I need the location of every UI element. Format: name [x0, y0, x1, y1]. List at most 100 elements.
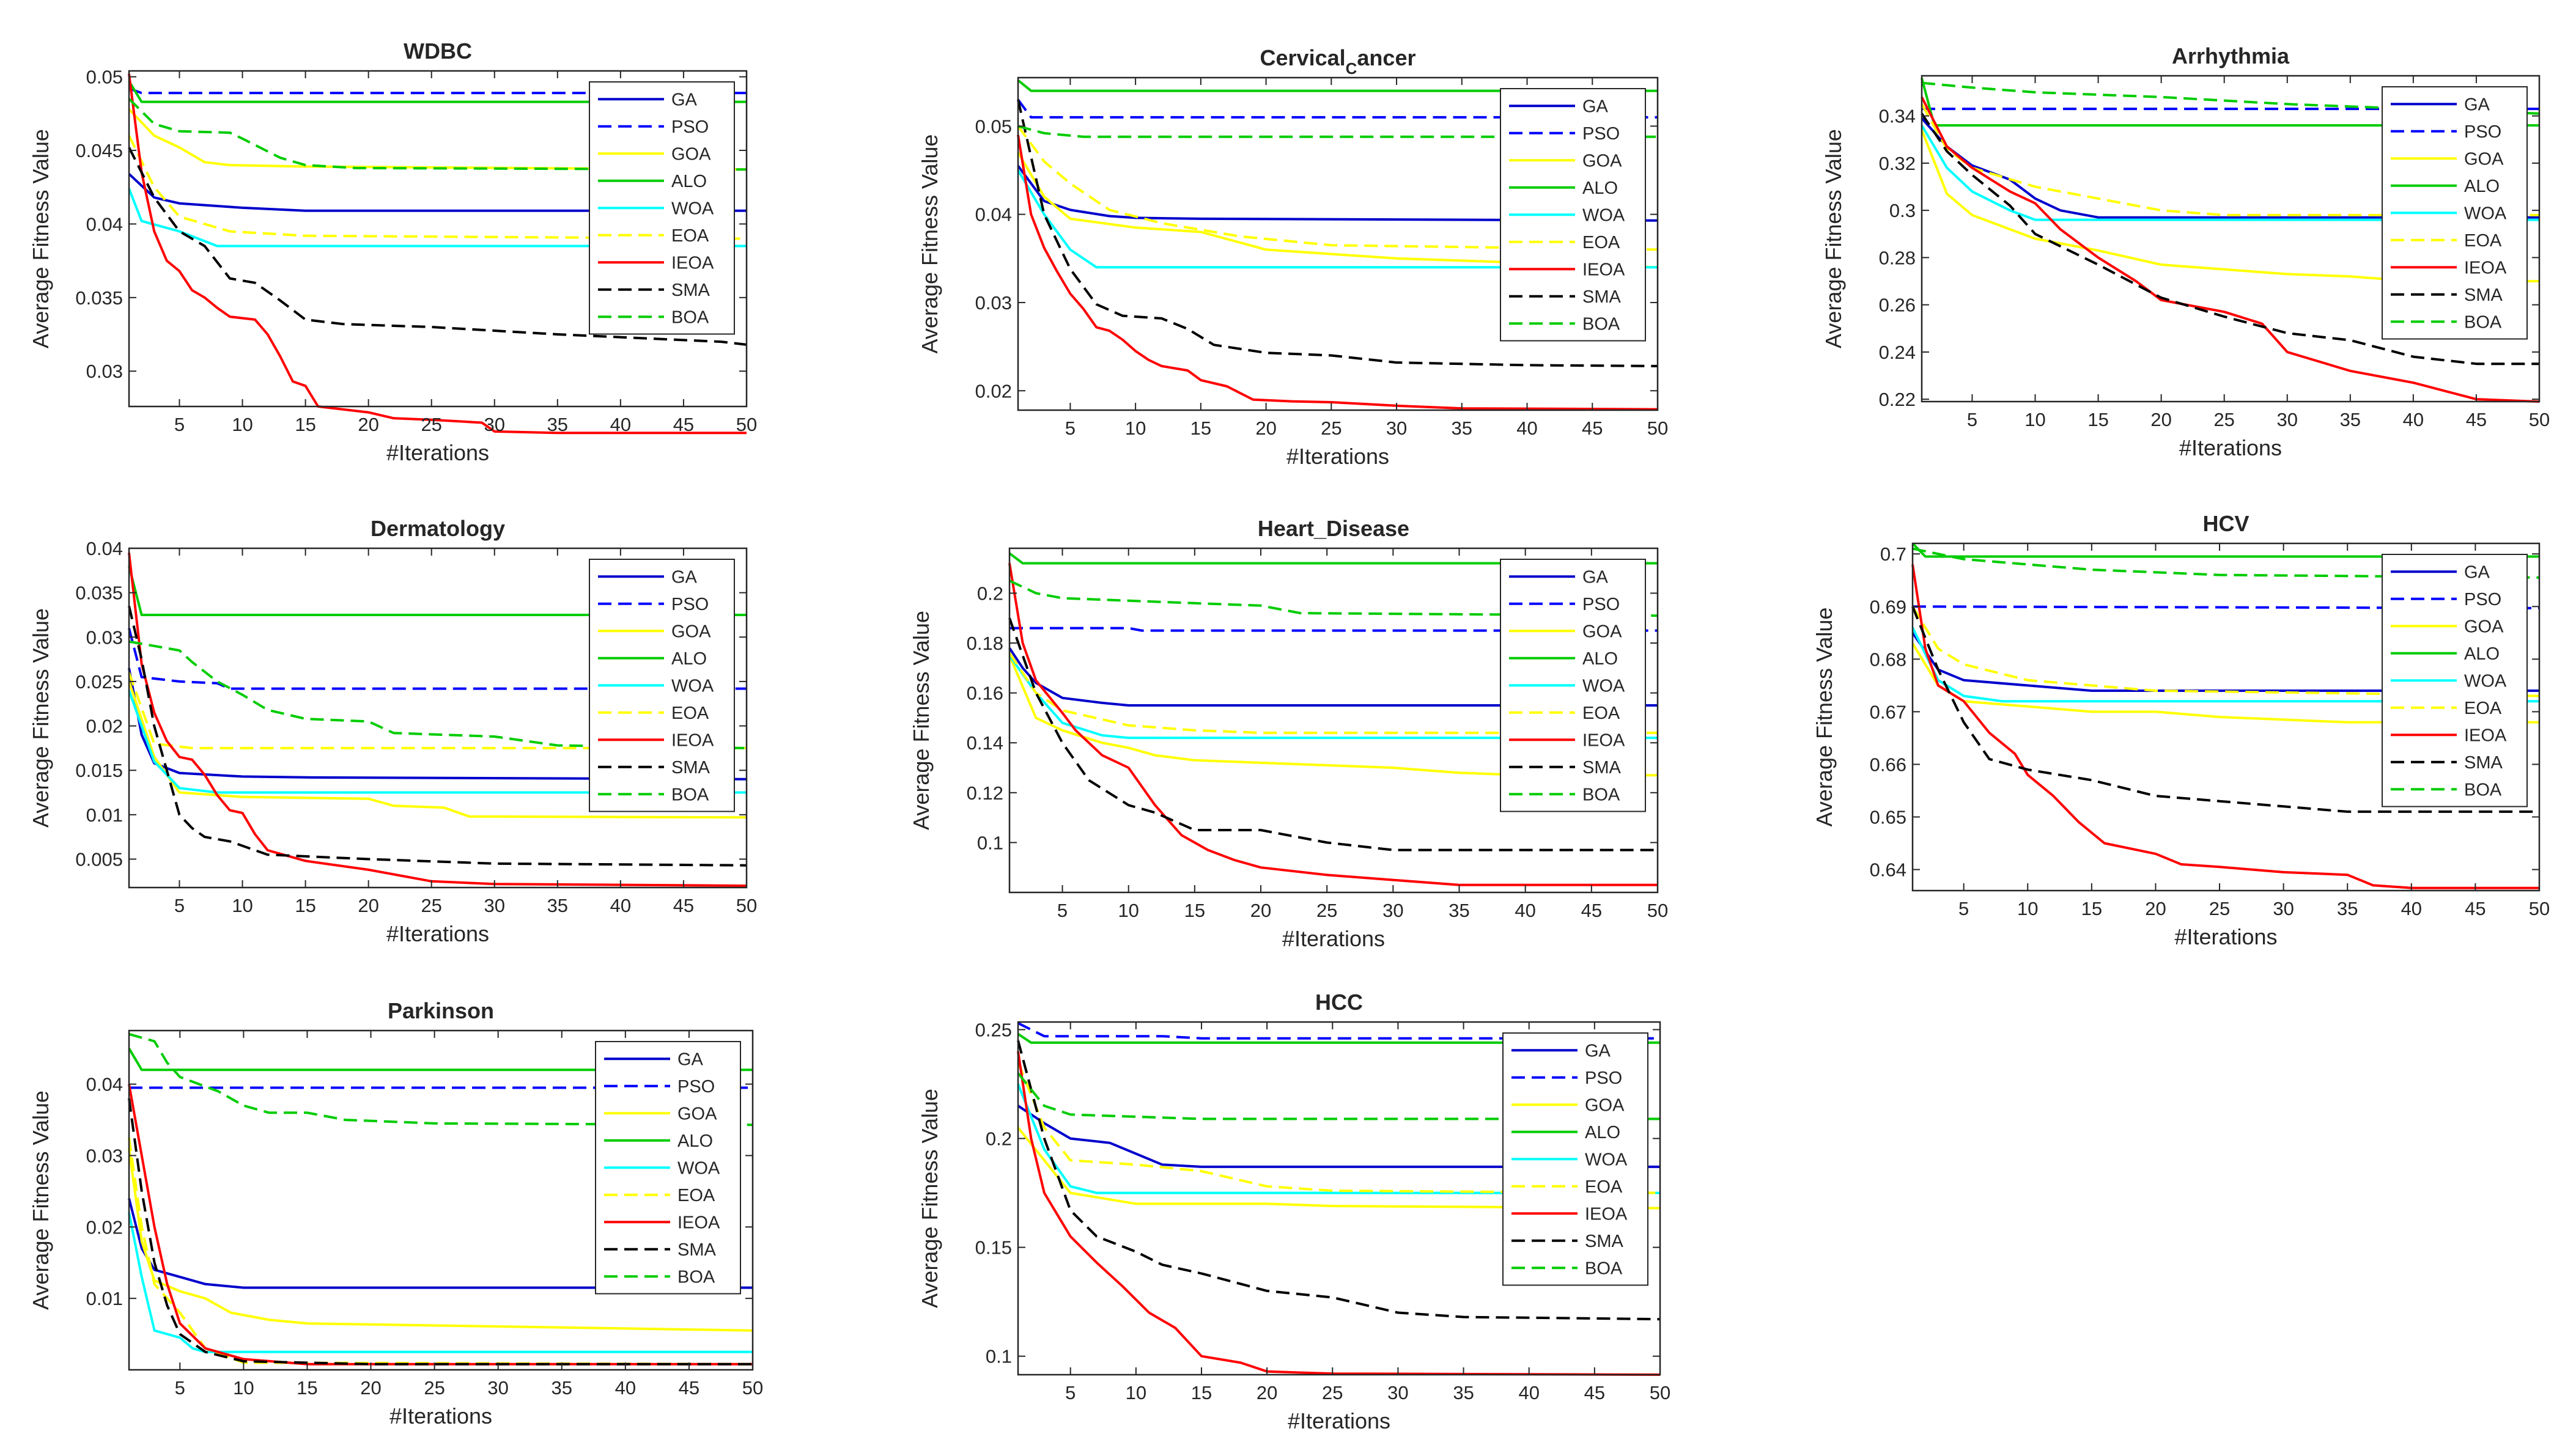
- y-tick-label: 0.1: [986, 1346, 1012, 1367]
- series-line-pso: [128, 628, 747, 690]
- legend-label-ieoa: IEOA: [1582, 260, 1625, 279]
- y-tick-label: 0.66: [1870, 754, 1906, 775]
- legend-label-woa: WOA: [671, 199, 714, 218]
- series-line-ga: [1017, 165, 1658, 222]
- x-tick-label: 40: [615, 1377, 636, 1399]
- x-tick-label: 30: [2277, 409, 2298, 430]
- series-line-pso: [1017, 1022, 1660, 1040]
- x-tick-label: 20: [1255, 417, 1276, 439]
- y-axis-label: Average Fitness Value: [28, 1090, 53, 1310]
- y-tick-label: 0.32: [1879, 153, 1916, 174]
- legend-label-eoa: EOA: [671, 704, 709, 723]
- legend-label-ga: GA: [1582, 97, 1609, 116]
- y-tick-label: 0.02: [975, 380, 1012, 402]
- x-tick-label: 50: [1650, 1382, 1670, 1403]
- series-line-goa: [1921, 130, 2539, 282]
- axes-frame: [1911, 542, 2541, 892]
- legend: GA PSO GOA ALO WOA EOA IEOA SMA BOA: [2382, 554, 2528, 807]
- series-line-boa: [1009, 579, 1658, 617]
- series-line-sma: [1911, 606, 2539, 813]
- chart-title: WDBC: [404, 39, 472, 64]
- legend-label-eoa: EOA: [1585, 1177, 1623, 1197]
- series-line-woa: [1017, 1083, 1660, 1194]
- series-line-ieoa: [1008, 563, 1658, 886]
- y-tick-label: 0.03: [86, 361, 123, 382]
- x-tick-label: 25: [421, 414, 441, 435]
- x-axis-label: #Iterations: [1288, 1408, 1390, 1433]
- axes-frame: [128, 1029, 754, 1371]
- legend-label-eoa: EOA: [671, 226, 709, 246]
- x-tick-label: 30: [487, 1377, 508, 1399]
- legend-label-pso: PSO: [2464, 122, 2501, 142]
- y-tick-label: 0.24: [1879, 342, 1916, 363]
- series-line-alo: [128, 1048, 753, 1072]
- y-tick-label: 0.01: [86, 1288, 123, 1309]
- series-line-ga: [128, 173, 747, 212]
- y-tick-label: 0.1: [977, 832, 1003, 853]
- x-tick-label: 25: [424, 1377, 445, 1399]
- legend-label-eoa: EOA: [2464, 231, 2502, 251]
- legend-label-ga: GA: [677, 1050, 704, 1069]
- legend-label-pso: PSO: [1582, 595, 1620, 614]
- series-line-eoa: [128, 672, 747, 749]
- series-line-woa: [128, 188, 747, 248]
- legend-label-boa: BOA: [671, 785, 709, 804]
- series-line-boa: [128, 1032, 753, 1127]
- y-tick-label: 0.03: [975, 292, 1012, 314]
- legend-label-ga: GA: [2464, 562, 2490, 582]
- y-tick-label: 0.05: [86, 67, 123, 88]
- x-tick-label: 30: [1387, 1382, 1408, 1403]
- series-line-ga: [1017, 1105, 1660, 1168]
- series-line-ieoa: [1911, 564, 2539, 889]
- x-tick-label: 35: [547, 895, 568, 916]
- y-tick-label: 0.035: [75, 287, 123, 309]
- legend-label-boa: BOA: [2464, 312, 2502, 332]
- y-tick-label: 0.04: [86, 538, 123, 559]
- x-tick-label: 10: [1125, 417, 1146, 439]
- legend-label-goa: GOA: [1585, 1095, 1625, 1115]
- series-line-sma: [1921, 112, 2539, 366]
- series-line-alo: [1017, 79, 1658, 92]
- legend-label-alo: ALO: [677, 1131, 713, 1151]
- legend: GA PSO GOA ALO WOA EOA IEOA SMA BOA: [1500, 559, 1646, 812]
- legend-label-woa: WOA: [671, 676, 714, 696]
- legend-label-pso: PSO: [677, 1077, 715, 1097]
- series-line-boa: [1912, 547, 2540, 579]
- legend-label-eoa: EOA: [1582, 233, 1620, 252]
- legend: GA PSO GOA ALO WOA EOA IEOA SMA BOA: [1502, 1032, 1648, 1286]
- series-line-sma: [1008, 617, 1658, 851]
- x-tick-label: 15: [295, 414, 316, 435]
- x-tick-label: 25: [421, 895, 441, 916]
- legend-label-ga: GA: [1582, 567, 1609, 587]
- x-tick-label: 10: [2024, 409, 2045, 430]
- legend-label-woa: WOA: [2464, 204, 2507, 223]
- series-line-alo: [1911, 542, 2539, 558]
- legend-label-boa: BOA: [2464, 780, 2502, 800]
- legend-label-sma: SMA: [677, 1240, 717, 1260]
- legend-label-sma: SMA: [1582, 287, 1622, 307]
- x-tick-label: 5: [1967, 409, 1977, 430]
- y-tick-label: 0.34: [1879, 106, 1916, 127]
- legend-label-goa: GOA: [1582, 622, 1622, 641]
- y-tick-label: 0.04: [975, 204, 1012, 226]
- x-tick-label: 35: [2337, 898, 2358, 919]
- chart-arrhythmia: 5 10 15 20 25 30 35 40 45 50 0.22 0.24 0.26 0.28 0.3 0.…: [1821, 43, 2550, 460]
- legend-label-ieoa: IEOA: [1585, 1204, 1628, 1224]
- y-tick-label: 0.015: [75, 760, 123, 781]
- x-tick-label: 15: [1191, 1382, 1212, 1403]
- legend-label-woa: WOA: [1582, 205, 1625, 225]
- legend-label-boa: BOA: [677, 1267, 715, 1287]
- chart-title: Dermatology: [371, 516, 505, 541]
- y-tick-label: 0.3: [1889, 200, 1916, 221]
- series-line-boa: [128, 640, 747, 749]
- y-tick-label: 0.025: [75, 671, 123, 693]
- x-tick-label: 25: [1316, 900, 1337, 921]
- x-tick-label: 5: [1057, 900, 1068, 921]
- series-line-eoa: [1921, 103, 2539, 216]
- axes-frame: [128, 70, 748, 408]
- series-line-boa: [1017, 1072, 1660, 1120]
- x-tick-label: 30: [484, 414, 505, 435]
- x-axis-label: #Iterations: [1286, 444, 1389, 469]
- legend-label-alo: ALO: [1582, 178, 1618, 198]
